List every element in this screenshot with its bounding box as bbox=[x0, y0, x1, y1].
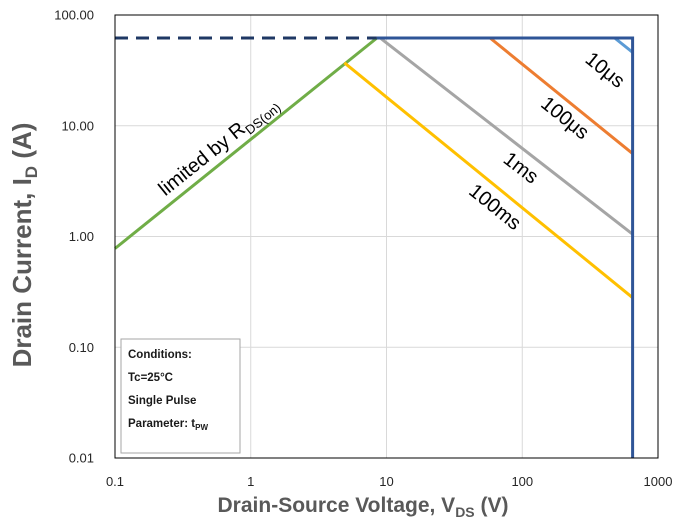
plot-border bbox=[114, 14, 659, 459]
soa-boundary-line bbox=[376, 36, 635, 458]
y-axis-title: Drain Current, ID (A) bbox=[7, 123, 41, 368]
rdson-limit-line bbox=[114, 36, 378, 250]
x-tick-label-3: 100 bbox=[511, 474, 533, 489]
pulse-10us-line bbox=[613, 36, 634, 54]
x-tick-labels: 0.1 1 10 100 1000 bbox=[106, 474, 673, 489]
pulse-100us-line bbox=[489, 36, 634, 155]
x-tick-label-2: 10 bbox=[379, 474, 393, 489]
y-tick-label-4: 100.00 bbox=[54, 8, 94, 23]
x-tick-label-0: 0.1 bbox=[106, 474, 124, 489]
x-tick-label-4: 1000 bbox=[644, 474, 673, 489]
conditions-heading: Conditions: bbox=[128, 349, 192, 361]
x-axis-title-main: Drain-Source Voltage, V bbox=[218, 494, 456, 517]
y-axis-title-tail: (A) bbox=[7, 123, 37, 166]
y-axis-title-sub: D bbox=[22, 166, 41, 178]
conditions-box: Conditions: Tc=25°C Single Pulse Paramet… bbox=[120, 338, 241, 454]
conditions-parameter-sub: PW bbox=[195, 423, 208, 432]
pulse-1ms-line bbox=[379, 36, 634, 236]
conditions-parameter-main: Parameter: t bbox=[128, 418, 195, 430]
y-tick-labels: 0.01 0.10 1.00 10.00 100.00 bbox=[54, 8, 94, 466]
y-tick-label-3: 10.00 bbox=[61, 118, 94, 133]
conditions-temperature: Tc=25°C bbox=[128, 372, 173, 384]
x-axis-title-tail: (V) bbox=[475, 494, 509, 517]
x-tick-label-1: 1 bbox=[247, 474, 254, 489]
series-lines bbox=[114, 36, 635, 458]
conditions-pulse: Single Pulse bbox=[128, 395, 196, 407]
y-axis-title-main: Drain Current, I bbox=[7, 178, 37, 367]
x-axis-title: Drain-Source Voltage, VDS (V) bbox=[218, 494, 509, 520]
y-tick-label-0: 0.01 bbox=[69, 451, 94, 466]
conditions-box-frame bbox=[120, 338, 241, 454]
conditions-parameter: Parameter: tPW bbox=[128, 418, 208, 432]
x-axis-title-sub: DS bbox=[455, 504, 474, 520]
pulse-100ms-line bbox=[343, 61, 634, 299]
y-tick-label-2: 1.00 bbox=[69, 229, 94, 244]
y-tick-label-1: 0.10 bbox=[69, 340, 94, 355]
